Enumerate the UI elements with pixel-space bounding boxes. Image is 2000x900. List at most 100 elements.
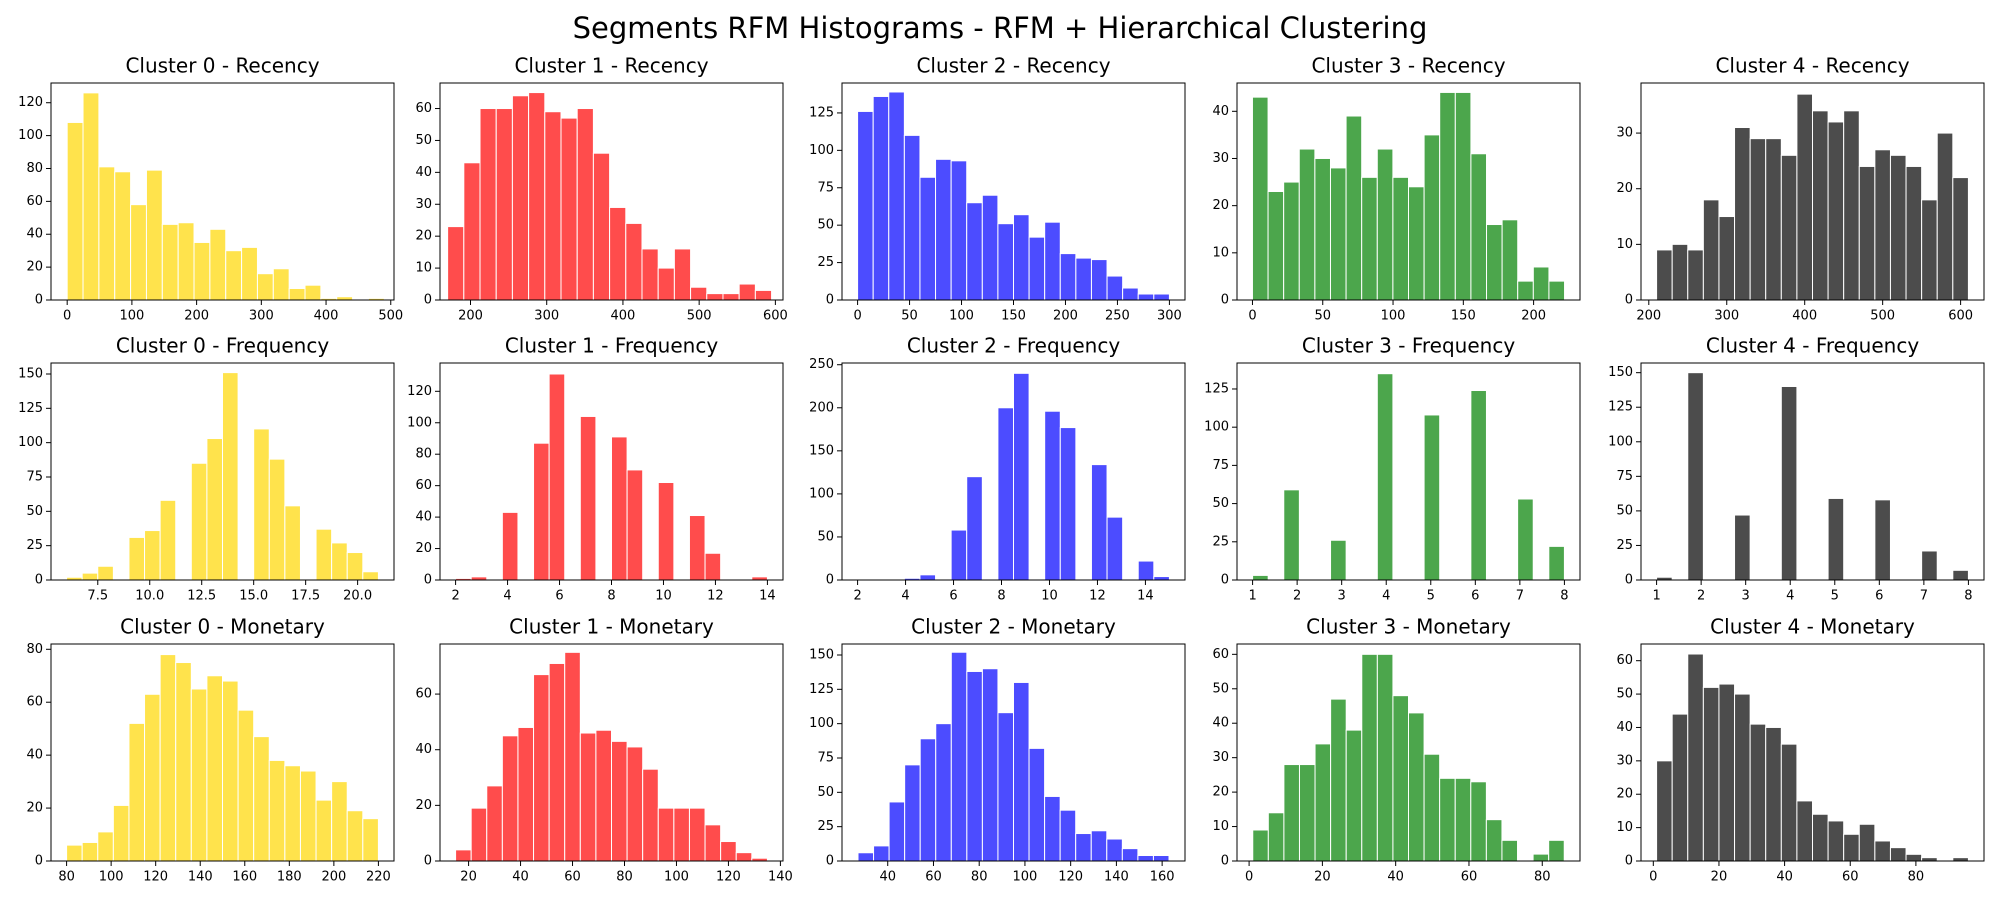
bar: [1392, 695, 1410, 862]
x-tick-label: 1: [1248, 589, 1256, 604]
y-tick-label: 0: [35, 854, 43, 869]
x-tick-label: 500: [687, 309, 712, 324]
bar: [1454, 91, 1472, 301]
figure-title: Segments RFM Histograms - RFM + Hierarch…: [573, 11, 1428, 45]
bar: [1671, 713, 1689, 862]
bar: [1106, 275, 1124, 301]
y-tick-label: 125: [809, 682, 834, 697]
bar: [1059, 427, 1077, 581]
y-tick-label: 0: [1625, 293, 1633, 308]
bar: [1532, 853, 1550, 862]
bar: [331, 781, 348, 862]
y-tick-label: 20: [1212, 785, 1229, 800]
x-tick-label: 40: [512, 870, 529, 885]
y-tick-label: 75: [817, 180, 834, 195]
y-tick-label: 50: [1212, 496, 1229, 511]
bar: [873, 845, 890, 862]
x-tick-label: 120: [1058, 870, 1083, 885]
bar: [981, 194, 999, 301]
subplot-title: Cluster 1 - Frequency: [505, 334, 718, 358]
x-tick-label: 6: [1875, 589, 1883, 604]
x-tick-label: 17.5: [291, 589, 320, 604]
y-tick-label: 0: [1625, 854, 1633, 869]
bar: [966, 476, 983, 581]
x-tick-label: 5: [1427, 589, 1435, 604]
bar: [642, 768, 659, 862]
y-tick-label: 0: [424, 293, 432, 308]
y-tick-label: 60: [415, 101, 432, 116]
x-tick-label: 200: [1636, 309, 1661, 324]
bar: [1345, 729, 1363, 862]
bar: [237, 709, 255, 862]
y-tick-label: 125: [1204, 381, 1229, 396]
subplot-title: Cluster 4 - Monetary: [1710, 615, 1915, 639]
bar: [903, 134, 921, 301]
x-tick-label: 200: [184, 309, 209, 324]
bar: [533, 674, 550, 862]
bar: [533, 442, 550, 581]
bar: [576, 108, 594, 301]
x-tick-label: 5: [1831, 589, 1839, 604]
bar: [1734, 127, 1751, 301]
x-tick-label: 100: [1013, 870, 1038, 885]
bar: [722, 293, 740, 301]
y-tick-label: 20: [1616, 181, 1633, 196]
y-tick-label: 30: [1616, 126, 1633, 141]
bar: [1267, 191, 1285, 301]
bar: [447, 226, 465, 301]
bar: [1013, 681, 1030, 862]
bar: [1121, 848, 1139, 862]
bar: [1827, 820, 1845, 862]
bar: [1827, 121, 1845, 301]
y-tick-label: 0: [1221, 854, 1229, 869]
bar: [1137, 293, 1155, 301]
bar: [1314, 157, 1331, 301]
bar: [1858, 823, 1876, 862]
x-tick-label: 60: [564, 870, 581, 885]
x-tick-label: 7: [1920, 589, 1928, 604]
bar: [1298, 148, 1316, 301]
y-tick-label: 20: [1212, 198, 1229, 213]
bar: [688, 515, 706, 581]
x-tick-label: 10: [655, 589, 672, 604]
subplot-title: Cluster 1 - Monetary: [509, 615, 714, 639]
y-tick-label: 30: [415, 197, 432, 212]
bar: [82, 92, 100, 301]
bar: [1656, 760, 1673, 862]
x-tick-label: 180: [277, 870, 302, 885]
subplot-title: Cluster 0 - Monetary: [120, 615, 325, 639]
subplot-title: Cluster 3 - Frequency: [1302, 334, 1515, 358]
y-tick-label: 10: [1616, 820, 1633, 835]
bar: [1408, 712, 1425, 862]
bar: [517, 726, 535, 862]
x-tick-label: 3: [1338, 589, 1346, 604]
bar: [272, 268, 290, 301]
axes-frame: [439, 643, 784, 862]
y-tick-label: 250: [809, 357, 834, 372]
y-tick-label: 0: [1221, 573, 1229, 588]
x-tick-label: 15.0: [239, 589, 268, 604]
x-tick-label: 400: [314, 309, 339, 324]
bar: [690, 286, 708, 301]
bar: [177, 222, 195, 301]
y-tick-label: 60: [415, 478, 432, 493]
x-tick-label: 40: [1776, 870, 1793, 885]
y-tick-label: 125: [1608, 400, 1633, 415]
y-tick-label: 25: [1616, 538, 1633, 553]
y-tick-label: 50: [817, 785, 834, 800]
y-tick-label: 200: [809, 400, 834, 415]
y-tick-label: 100: [18, 435, 43, 450]
bar: [1874, 840, 1891, 862]
bar: [1517, 498, 1534, 581]
bar: [1376, 148, 1394, 301]
bar: [470, 807, 488, 862]
bar: [1013, 372, 1030, 581]
bar: [1298, 764, 1316, 862]
y-tick-label: 50: [817, 529, 834, 544]
bar: [1137, 560, 1155, 581]
bar: [997, 223, 1015, 301]
x-tick-label: 60: [925, 870, 942, 885]
x-tick-label: 140: [768, 870, 793, 885]
x-tick-label: 0: [1248, 309, 1256, 324]
